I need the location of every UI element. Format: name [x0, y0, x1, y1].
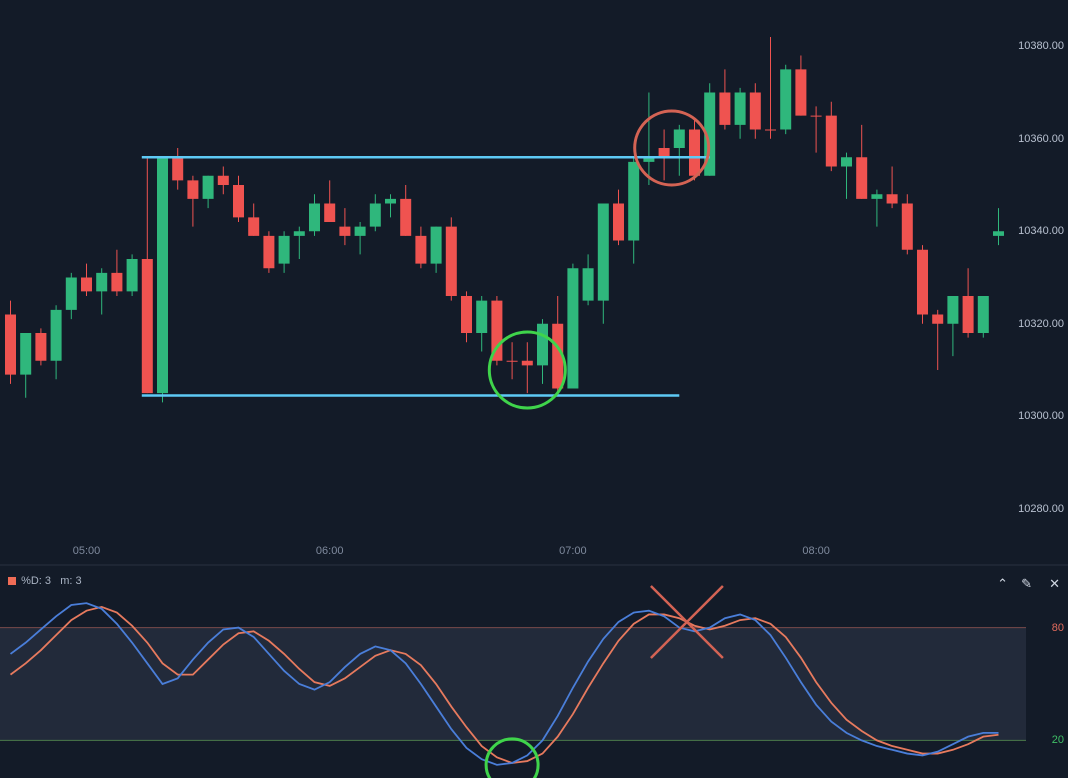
price-axis-label: 10280.00 — [1018, 503, 1064, 515]
indicator-label: %D: 3 m: 3 — [8, 575, 82, 587]
close-icon[interactable]: ✕ — [1049, 576, 1060, 592]
chart-root: { "layout": { "width": 1068, "height": 7… — [0, 0, 1068, 778]
time-axis-label: 05:00 — [73, 545, 101, 557]
price-axis-label: 10340.00 — [1018, 225, 1064, 237]
stoch-upper-label: 80 — [1052, 622, 1064, 634]
color-swatch — [8, 577, 16, 585]
collapse-icon[interactable]: ⌃ — [997, 576, 1008, 592]
price-axis-label: 10300.00 — [1018, 410, 1064, 422]
edit-icon[interactable]: ✎ — [1021, 576, 1032, 592]
time-axis-label: 06:00 — [316, 545, 344, 557]
price-axis-label: 10360.00 — [1018, 133, 1064, 145]
price-axis-label: 10320.00 — [1018, 318, 1064, 330]
indicator-m-value: m: 3 — [60, 575, 81, 587]
time-axis-label: 08:00 — [802, 545, 830, 557]
stoch-lower-label: 20 — [1052, 734, 1064, 746]
indicator-d-value: %D: 3 — [21, 575, 51, 587]
time-axis-label: 07:00 — [559, 545, 587, 557]
chart-svg — [0, 0, 1068, 778]
price-axis-label: 10380.00 — [1018, 40, 1064, 52]
